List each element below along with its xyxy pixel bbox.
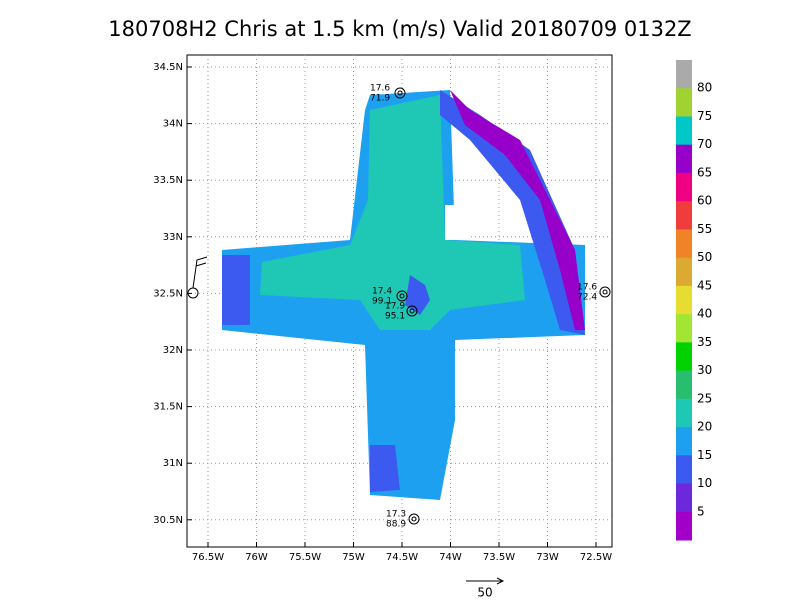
- colorbar-label: 40: [697, 307, 712, 321]
- colorbar-segment: [676, 116, 692, 146]
- station-pressure: 95.1: [385, 312, 405, 322]
- station-pressure: 99.1: [372, 297, 392, 307]
- colorbar-segment: [676, 370, 692, 400]
- station-pressure: 71.9: [370, 94, 390, 104]
- station-dot: [411, 516, 417, 522]
- station-marker: [406, 305, 418, 317]
- colorbar-label: 60: [697, 194, 712, 208]
- lat-label: 33N: [163, 232, 183, 243]
- station-speed: 17.9: [385, 302, 405, 312]
- station-barb: [192, 256, 208, 289]
- station-marker: [396, 290, 408, 302]
- station-dot: [397, 90, 403, 96]
- lon-label: 74.5W: [386, 552, 418, 563]
- colorbar-segment: [676, 483, 692, 513]
- colorbar-segment: [676, 172, 692, 202]
- station-pressure: 88.9: [386, 520, 406, 530]
- lat-label: 34.5N: [153, 62, 183, 73]
- lon-label: 72.5W: [580, 552, 612, 563]
- colorbar-segment: [676, 455, 692, 485]
- station-speed: 17.4: [372, 287, 392, 297]
- colorbar-label: 45: [697, 278, 712, 292]
- station-dot: [399, 293, 405, 299]
- colorbar-label: 80: [697, 81, 712, 95]
- vector-scale-arrowhead: [496, 577, 505, 585]
- lat-label: 32N: [163, 345, 183, 356]
- lon-label: 73W: [536, 552, 559, 563]
- colorbar-segment: [676, 427, 692, 456]
- station-pressure: 72.4: [577, 293, 597, 303]
- station-marker: [599, 286, 611, 298]
- colorbar-segment: [676, 201, 692, 230]
- colorbar-label: 55: [697, 222, 712, 236]
- lat-label: 31N: [163, 458, 183, 469]
- stations: 17.671.917.499.117.995.117.672.417.388.9: [187, 84, 611, 530]
- colorbar-segment: [676, 144, 692, 174]
- lat-label: 30.5N: [153, 515, 183, 526]
- colorbar-label: 35: [697, 335, 712, 349]
- colorbar-label: 10: [697, 476, 712, 490]
- colorbar-segment: [676, 88, 692, 117]
- colorbar-segment: [676, 342, 692, 372]
- lat-label: 32.5N: [153, 288, 183, 299]
- station-dot: [409, 308, 415, 314]
- station-marker: [394, 87, 406, 99]
- station-dot: [602, 289, 608, 295]
- plot-frame: [186, 54, 613, 548]
- colorbar-label: 75: [697, 109, 712, 123]
- lat-label: 31.5N: [153, 402, 183, 413]
- station-marker: [408, 513, 420, 525]
- colorbar-label: 70: [697, 137, 712, 151]
- colorbar: 80 75 70 65 60 55 50 45 40 35 30 25 20 15 10 5: [676, 60, 712, 541]
- title: 180708H2 Chris at 1.5 km (m/s) Valid 201…: [108, 17, 691, 41]
- colorbar-segment: [676, 285, 692, 315]
- colorbar-segment: [676, 398, 692, 428]
- colorbar-label: 25: [697, 391, 712, 405]
- colorbar-label: 15: [697, 448, 712, 462]
- lon-label: 75W: [342, 552, 365, 563]
- station-speed: 17.3: [386, 510, 406, 520]
- lon-label: 76.5W: [192, 552, 224, 563]
- lon-label: 75.5W: [289, 552, 321, 563]
- colorbar-segment: [676, 257, 692, 287]
- lon-label: 76W: [245, 552, 268, 563]
- vector-scale-label: 50: [477, 586, 492, 600]
- station-speed: 17.6: [577, 283, 597, 293]
- colorbar-segment: [676, 511, 692, 541]
- colorbar-segment: [676, 314, 692, 343]
- colorbar-label: 30: [697, 363, 712, 377]
- colorbar-segment: [676, 229, 692, 259]
- colorbar-label: 20: [697, 420, 712, 434]
- lon-label: 73.5W: [483, 552, 515, 563]
- lat-label: 34N: [163, 119, 183, 130]
- colorbar-label: 65: [697, 165, 712, 179]
- colorbar-segment: [676, 60, 692, 89]
- lat-label: 33.5N: [153, 175, 183, 186]
- lon-label: 74W: [439, 552, 462, 563]
- station-speed: 17.6: [370, 84, 390, 94]
- colorbar-label: 50: [697, 250, 712, 264]
- colorbar-label: 5: [697, 504, 705, 518]
